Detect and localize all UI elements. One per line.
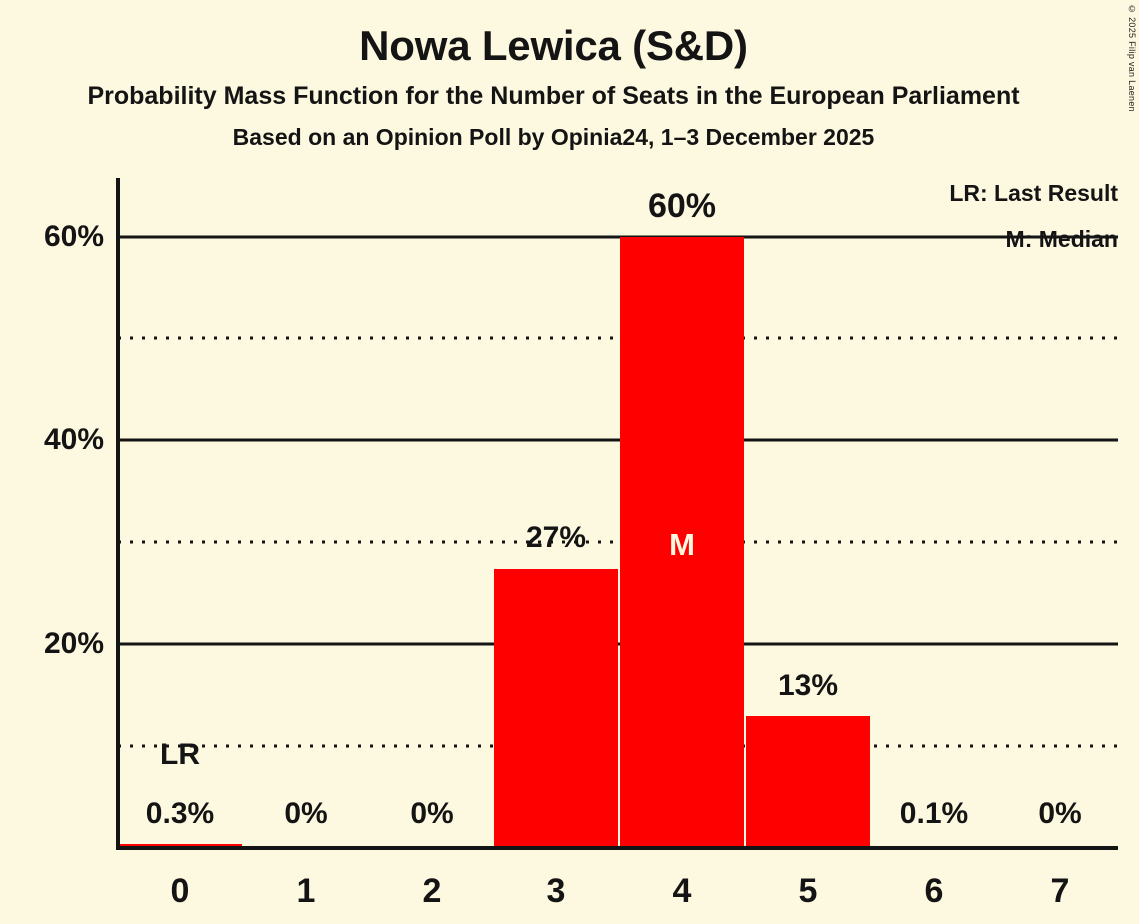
y-tick-label-40: 40% [43, 423, 104, 456]
x-tick-label-0: 0 [170, 872, 190, 910]
bar-value-label-0: 0.3% [145, 797, 215, 830]
bar-value-label-4: 60% [647, 187, 717, 225]
x-tick-label-4: 4 [672, 872, 692, 910]
bar-value-label-2: 0% [410, 797, 454, 830]
bar-5 [746, 716, 870, 848]
chart-legend: LR: Last Result M: Median [949, 182, 1118, 251]
x-tick-label-6: 6 [924, 872, 944, 910]
y-tick-label-60: 60% [43, 220, 104, 253]
y-tick-label-20: 20% [43, 627, 104, 660]
axes [116, 178, 1118, 850]
legend-item-last-result: LR: Last Result [949, 180, 1118, 206]
bar-value-label-6: 0.1% [899, 797, 969, 830]
page-title: Nowa Lewica (S&D) [359, 22, 748, 69]
x-tick-label-1: 1 [296, 872, 316, 910]
x-tick-label-2: 2 [422, 872, 442, 910]
bar-value-label-3: 27% [525, 521, 587, 554]
bar-3 [494, 569, 618, 848]
copyright-notice: © 2025 Filip van Laenen [1127, 4, 1137, 112]
bar-4 [620, 237, 744, 848]
chart-subtitle: Probability Mass Function for the Number… [87, 82, 1020, 110]
median-marker: M [669, 527, 695, 562]
chart-header: Nowa Lewica (S&D) Probability Mass Funct… [0, 0, 1107, 149]
bar-value-label-5: 13% [777, 669, 839, 702]
x-tick-label-3: 3 [546, 872, 566, 910]
bar-value-label-1: 0% [284, 797, 328, 830]
x-tick-label-5: 5 [798, 872, 818, 910]
legend-item-median: M: Median [1005, 226, 1118, 252]
last-result-marker: LR [160, 738, 200, 771]
x-tick-label-7: 7 [1050, 872, 1070, 910]
chart-source-line: Based on an Opinion Poll by Opinia24, 1–… [232, 124, 875, 150]
bar-value-label-7: 0% [1038, 797, 1082, 830]
